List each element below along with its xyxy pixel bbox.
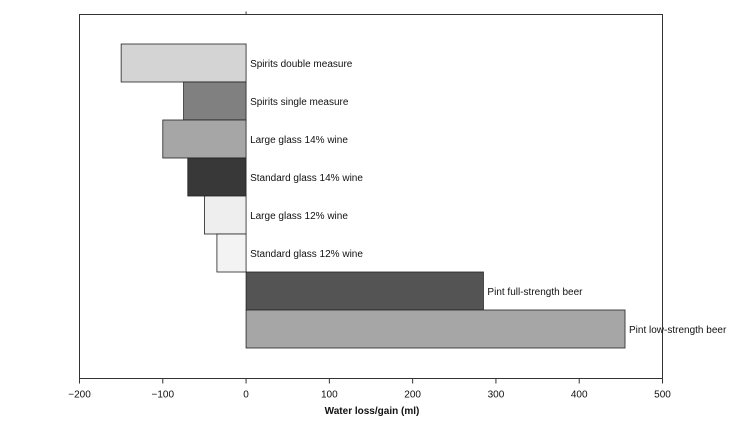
x-tick-label: 100 [321,390,338,401]
bars-group: Spirits double measure Spirits single mea… [120,43,727,349]
bar-label: Large glass 12% wine [250,211,348,222]
x-tick-label: 400 [571,390,588,401]
x-tick-label: −200 [68,390,91,401]
plot-frame [79,14,663,379]
x-axis-ticks: −200 −100 0 100 200 300 400 500 [68,11,671,401]
bar-large-glass-12-wine [204,195,247,235]
x-tick-label: −100 [152,390,175,401]
x-tick-label: 0 [243,390,249,401]
bar-pint-low-strength-beer [245,309,626,349]
bar-label: Standard glass 12% wine [250,249,363,260]
bar-pint-full-strength-beer [245,271,484,311]
bar-label: Spirits double measure [250,59,353,70]
bar-label: Pint low-strength beer [629,325,727,336]
bar-label: Spirits single measure [250,97,349,108]
bar-label: Standard glass 14% wine [250,173,363,184]
x-tick-label: 300 [488,390,505,401]
bar-spirits-double-measure [120,43,247,83]
bar-standard-glass-14-wine [187,157,247,197]
bar-label: Large glass 14% wine [250,135,348,146]
bar-label: Pint full-strength beer [487,287,583,298]
bar-large-glass-14-wine [162,119,247,159]
x-tick-label: 500 [654,390,671,401]
x-tick-label: 200 [404,390,421,401]
x-axis-title: Water loss/gain (ml) [325,406,420,417]
bar-standard-glass-12-wine [216,233,247,273]
bar-spirits-single-measure [183,81,247,121]
